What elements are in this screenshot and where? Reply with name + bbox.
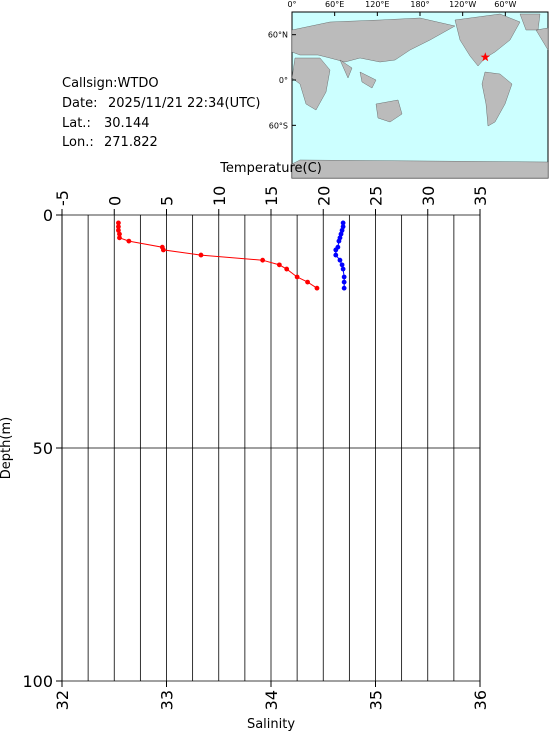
profile-point xyxy=(294,274,300,280)
profile-point xyxy=(117,235,122,241)
profile-point xyxy=(333,252,339,258)
callsign: Callsign:WTDO xyxy=(62,76,159,91)
y-axis-title: Depth(m) xyxy=(0,417,14,479)
bottom-tick-label: 33 xyxy=(158,690,177,710)
profile-point xyxy=(260,257,266,263)
bottom-tick-label: 34 xyxy=(262,690,281,710)
top-tick-label: 30 xyxy=(419,186,438,206)
date: 2025/11/21 22:34(UTC) xyxy=(108,96,260,111)
profile-point xyxy=(341,285,347,291)
profile-point xyxy=(340,224,346,230)
profile-point xyxy=(341,279,347,285)
map-x-tick-label: 0° xyxy=(287,0,296,9)
profile-point xyxy=(198,252,204,258)
map-x-tick-label: 180° xyxy=(410,0,429,9)
profile-point xyxy=(284,266,290,272)
top-tick-label: 0 xyxy=(105,196,124,206)
profile-point xyxy=(341,274,347,280)
map xyxy=(291,11,549,179)
top-tick-label: 35 xyxy=(471,186,490,206)
bottom-tick-label: 36 xyxy=(471,690,490,710)
profile-point xyxy=(333,247,339,253)
bottom-axis-title: Salinity xyxy=(247,717,295,732)
y-tick-label: 50 xyxy=(33,439,53,458)
profile-point xyxy=(126,238,132,244)
top-tick-label: 5 xyxy=(158,196,177,206)
map-y-tick-label: 60°S xyxy=(269,121,288,130)
profile-point xyxy=(339,227,345,233)
top-tick-label: 15 xyxy=(262,186,281,206)
bottom-tick-label: 32 xyxy=(53,690,72,710)
profile-point xyxy=(116,220,121,226)
profile-point xyxy=(340,266,346,272)
station-marker xyxy=(480,52,491,62)
map-x-tick-label: 120°E xyxy=(365,0,389,9)
y-tick-label: 0 xyxy=(43,206,53,225)
top-axis-title: Temperature(C) xyxy=(219,161,322,176)
profile-point xyxy=(117,231,122,237)
map-x-tick-label: 120°W xyxy=(449,0,476,9)
lon-label: Lon.: xyxy=(62,135,94,150)
land xyxy=(291,13,549,179)
profile-point xyxy=(339,262,345,268)
map-y-tick-label: 60°N xyxy=(268,31,288,40)
profile-point xyxy=(276,262,282,268)
lat: 30.144 xyxy=(104,116,150,131)
profile-line xyxy=(117,222,318,289)
top-tick-label: 20 xyxy=(314,186,333,206)
profile-point xyxy=(337,257,343,263)
profile-point xyxy=(314,285,320,291)
profile-point xyxy=(338,231,344,237)
lon: 271.822 xyxy=(104,135,158,150)
profile-point xyxy=(340,220,346,226)
map-y-tick-label: 0° xyxy=(279,76,288,85)
profile-point xyxy=(160,247,166,253)
map-x-tick-label: 60°E xyxy=(325,0,344,9)
bottom-tick-label: 35 xyxy=(367,690,386,710)
profile-point xyxy=(116,227,121,233)
y-tick-label: 100 xyxy=(22,672,53,691)
lat-label: Lat.: xyxy=(62,116,91,131)
top-tick-label: 25 xyxy=(367,186,386,206)
profile-point xyxy=(305,279,310,285)
profile-point xyxy=(116,224,121,230)
map-x-tick-label: 60°W xyxy=(494,0,516,9)
top-tick-label: -5 xyxy=(53,190,72,206)
date-label: Date: xyxy=(62,96,97,111)
top-tick-label: 10 xyxy=(210,186,229,206)
profile-point xyxy=(336,238,342,244)
